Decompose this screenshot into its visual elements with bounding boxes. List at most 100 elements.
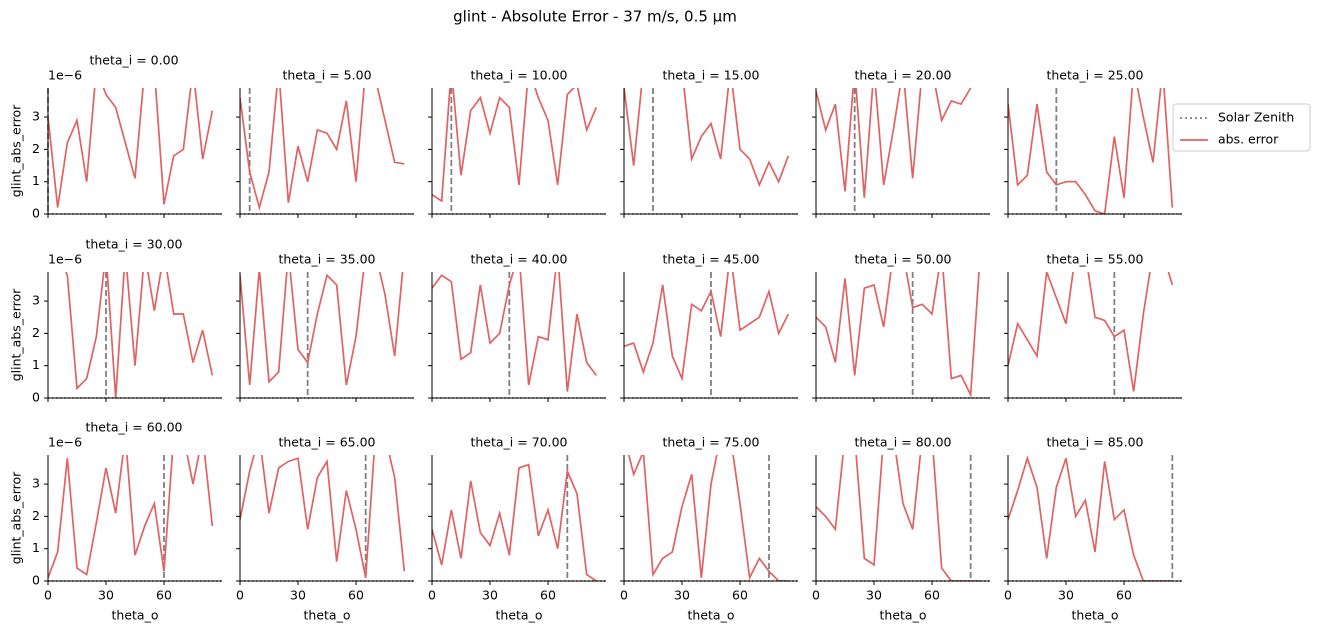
error-line (432, 463, 597, 581)
panel: theta_i = 20.00 (812, 68, 990, 218)
panel: theta_i = 70.00 0 30 60 theta_o (428, 435, 606, 623)
y-tick-label: 2 (32, 141, 40, 156)
panel: theta_i = 35.00 (236, 252, 414, 402)
x-tick-label: 0 (428, 588, 436, 603)
error-line (240, 455, 406, 578)
panel-title: theta_i = 80.00 (854, 435, 951, 450)
panel-title: theta_i = 15.00 (662, 68, 759, 83)
y-tick-label: 1 (32, 357, 40, 372)
panel-title: theta_i = 10.00 (470, 68, 567, 83)
y-axis-label: glint_abs_error (9, 471, 24, 564)
y-tick-label: 3 (32, 109, 40, 124)
x-axis-label: theta_o (496, 608, 543, 623)
x-tick-label: 0 (1004, 588, 1012, 603)
panel: theta_i = 80.00 0 30 60 theta_o (812, 435, 990, 623)
x-tick-label: 30 (674, 588, 690, 603)
panel-title: theta_i = 70.00 (470, 435, 567, 450)
error-line (65, 272, 214, 398)
panel-title: theta_i = 25.00 (1046, 68, 1143, 83)
x-axis-label: theta_o (1072, 608, 1119, 623)
panel: theta_i = 30.00 0 1 2 3 1e−6 glint_abs_error (9, 237, 222, 405)
y-tick-label: 3 (32, 476, 40, 491)
panel: theta_i = 55.00 (1004, 252, 1182, 402)
panel: theta_i = 15.00 (620, 68, 798, 218)
y-axis-label: glint_abs_error (9, 288, 24, 381)
error-line (816, 272, 980, 398)
panel: theta_i = 25.00 (1004, 68, 1182, 218)
y-tick-label: 1 (32, 173, 40, 188)
x-tick-label: 30 (866, 588, 882, 603)
legend-label: abs. error (1218, 132, 1279, 147)
x-tick-label: 60 (924, 588, 940, 603)
panel-title: theta_i = 30.00 (85, 237, 182, 252)
error-line (624, 272, 790, 382)
x-axis-label: theta_o (112, 608, 159, 623)
x-tick-label: 0 (620, 588, 628, 603)
panel-title: theta_i = 55.00 (1046, 252, 1143, 267)
panel-title: theta_i = 0.00 (89, 53, 178, 68)
panel: theta_i = 5.00 (236, 68, 414, 218)
y-offset-text: 1e−6 (48, 435, 82, 450)
panel: theta_i = 40.00 (428, 252, 606, 402)
panel-title: theta_i = 40.00 (470, 252, 567, 267)
panel: theta_i = 50.00 (812, 252, 990, 402)
x-tick-label: 30 (1058, 588, 1074, 603)
y-tick-label: 1 (32, 540, 40, 555)
x-tick-label: 60 (1116, 588, 1132, 603)
panel: theta_i = 45.00 (620, 252, 798, 402)
x-tick-label: 60 (732, 588, 748, 603)
error-line (432, 88, 598, 203)
legend-label: Solar Zenith (1218, 110, 1294, 125)
error-line (1008, 88, 1174, 214)
error-line (1008, 272, 1174, 392)
error-line (48, 88, 214, 208)
panel-title: theta_i = 85.00 (1046, 435, 1143, 450)
chart-title: glint - Absolute Error - 37 m/s, 0.5 µm (453, 8, 737, 26)
panel: theta_i = 75.00 0 30 60 theta_o (620, 435, 798, 623)
x-tick-label: 60 (348, 588, 364, 603)
panel-title: theta_i = 35.00 (278, 252, 375, 267)
error-line (240, 272, 404, 386)
y-tick-label: 0 (32, 206, 40, 221)
panel: theta_i = 10.00 (428, 68, 606, 218)
y-tick-label: 0 (32, 573, 40, 588)
y-tick-label: 3 (32, 293, 40, 308)
error-line (624, 88, 790, 188)
error-line (1008, 455, 1173, 581)
y-offset-text: 1e−6 (48, 68, 82, 83)
x-tick-label: 60 (540, 588, 556, 603)
panel-title: theta_i = 50.00 (854, 252, 951, 267)
error-line (816, 455, 981, 581)
y-axis-label: glint_abs_error (9, 104, 24, 197)
x-axis-label: theta_o (304, 608, 351, 623)
x-axis-label: theta_o (880, 608, 927, 623)
panel: theta_i = 65.00 0 30 60 theta_o (236, 435, 414, 623)
error-line (240, 88, 405, 211)
x-axis-label: theta_o (688, 608, 735, 623)
panel-title: theta_i = 45.00 (662, 252, 759, 267)
y-tick-label: 2 (32, 325, 40, 340)
error-line (627, 455, 789, 581)
x-tick-label: 30 (290, 588, 306, 603)
panel-title: theta_i = 5.00 (282, 68, 371, 83)
panel: theta_i = 0.00 0 1 2 3 1e−6 glint_abs_error (9, 53, 222, 221)
x-tick-label: 0 (812, 588, 820, 603)
panel-title: theta_i = 60.00 (85, 420, 182, 435)
panel-title: theta_i = 75.00 (662, 435, 759, 450)
x-tick-label: 0 (236, 588, 244, 603)
x-tick-label: 60 (156, 588, 172, 603)
panel-title: theta_i = 65.00 (278, 435, 375, 450)
error-line (816, 88, 972, 198)
y-offset-text: 1e−6 (48, 252, 82, 267)
error-line (48, 455, 214, 579)
legend: Solar Zenith abs. error (1172, 103, 1311, 152)
panel: theta_i = 85.00 0 30 60 theta_o (1004, 435, 1182, 623)
panel-title: theta_i = 20.00 (854, 68, 951, 83)
x-tick-label: 0 (44, 588, 52, 603)
x-tick-label: 30 (482, 588, 498, 603)
y-tick-label: 2 (32, 508, 40, 523)
y-tick-label: 0 (32, 390, 40, 405)
x-tick-label: 30 (98, 588, 114, 603)
